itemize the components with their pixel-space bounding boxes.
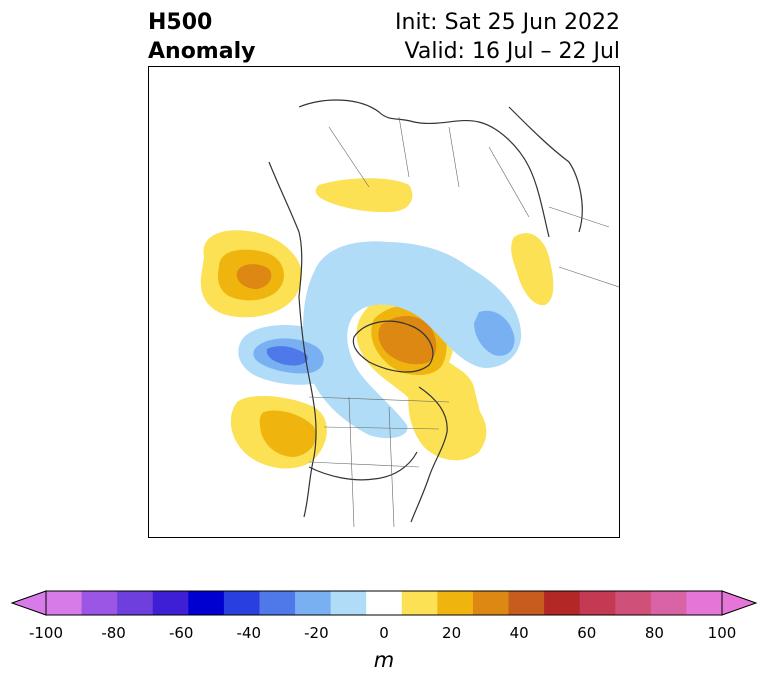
colorbar-segment	[117, 591, 154, 615]
title-right: Init: Sat 25 Jun 2022 Valid: 16 Jul – 22…	[395, 8, 620, 66]
colorbar-tick-label: 20	[442, 624, 462, 642]
colorbar-tick-label: -80	[101, 624, 126, 642]
colorbar-tick-label: -60	[168, 624, 194, 642]
anomaly-positive-nw-atlantic	[408, 377, 487, 461]
colorbar-segment	[366, 591, 403, 615]
colorbar-tick-label: -100	[28, 624, 64, 642]
colorbar	[0, 585, 768, 629]
title-field: Anomaly	[148, 39, 256, 64]
title-variable: H500	[148, 10, 213, 35]
colorbar-segment	[579, 591, 616, 615]
anomaly-map	[200, 99, 619, 528]
anomaly-negative-arctic	[303, 241, 522, 439]
valid-range: Valid: 16 Jul – 22 Jul	[404, 39, 620, 64]
colorbar-segment	[259, 591, 296, 615]
colorbar-tick-label: -40	[236, 624, 262, 642]
colorbar-tick-label: 40	[509, 624, 529, 642]
anomaly-positive-western-us	[230, 395, 327, 469]
colorbar-segment	[686, 591, 723, 615]
anomaly-negative-ne-pacific	[238, 325, 341, 385]
political-borders	[308, 116, 619, 528]
colorbar-svg	[10, 590, 758, 616]
colorbar-segment	[472, 591, 510, 615]
colorbar-tick-label: 60	[577, 624, 597, 642]
colorbar-segment	[508, 591, 545, 615]
colorbar-tick-label: -20	[304, 624, 329, 642]
coastlines	[268, 99, 583, 523]
colorbar-tick-label: 80	[644, 624, 664, 642]
colorbar-segment	[330, 591, 367, 615]
anomaly-positive-ne-pacific	[200, 230, 302, 318]
colorbar-segment	[188, 591, 225, 615]
colorbar-segments	[45, 590, 723, 616]
colorbar-segment	[295, 591, 332, 615]
colorbar-tick-label: 0	[379, 624, 389, 642]
colorbar-segment	[650, 591, 687, 615]
init-date: Init: Sat 25 Jun 2022	[395, 10, 620, 35]
colorbar-segment	[223, 591, 260, 615]
title-left: H500 Anomaly	[148, 8, 255, 66]
colorbar-unit-label: m	[373, 648, 395, 672]
colorbar-low-extension	[10, 590, 47, 616]
map-panel	[148, 66, 620, 538]
colorbar-segment	[544, 591, 581, 615]
colorbar-segment	[152, 591, 189, 615]
colorbar-high-extension	[721, 590, 758, 616]
anomaly-positive-scandinavia	[315, 178, 413, 213]
colorbar-segment	[615, 591, 652, 615]
colorbar-segment	[46, 591, 83, 615]
colorbar-segment	[401, 591, 438, 615]
colorbar-tick-label: 100	[707, 624, 737, 642]
colorbar-segment	[437, 591, 474, 615]
colorbar-segment	[81, 591, 118, 615]
anomaly-positive-east-siberia	[511, 233, 554, 306]
